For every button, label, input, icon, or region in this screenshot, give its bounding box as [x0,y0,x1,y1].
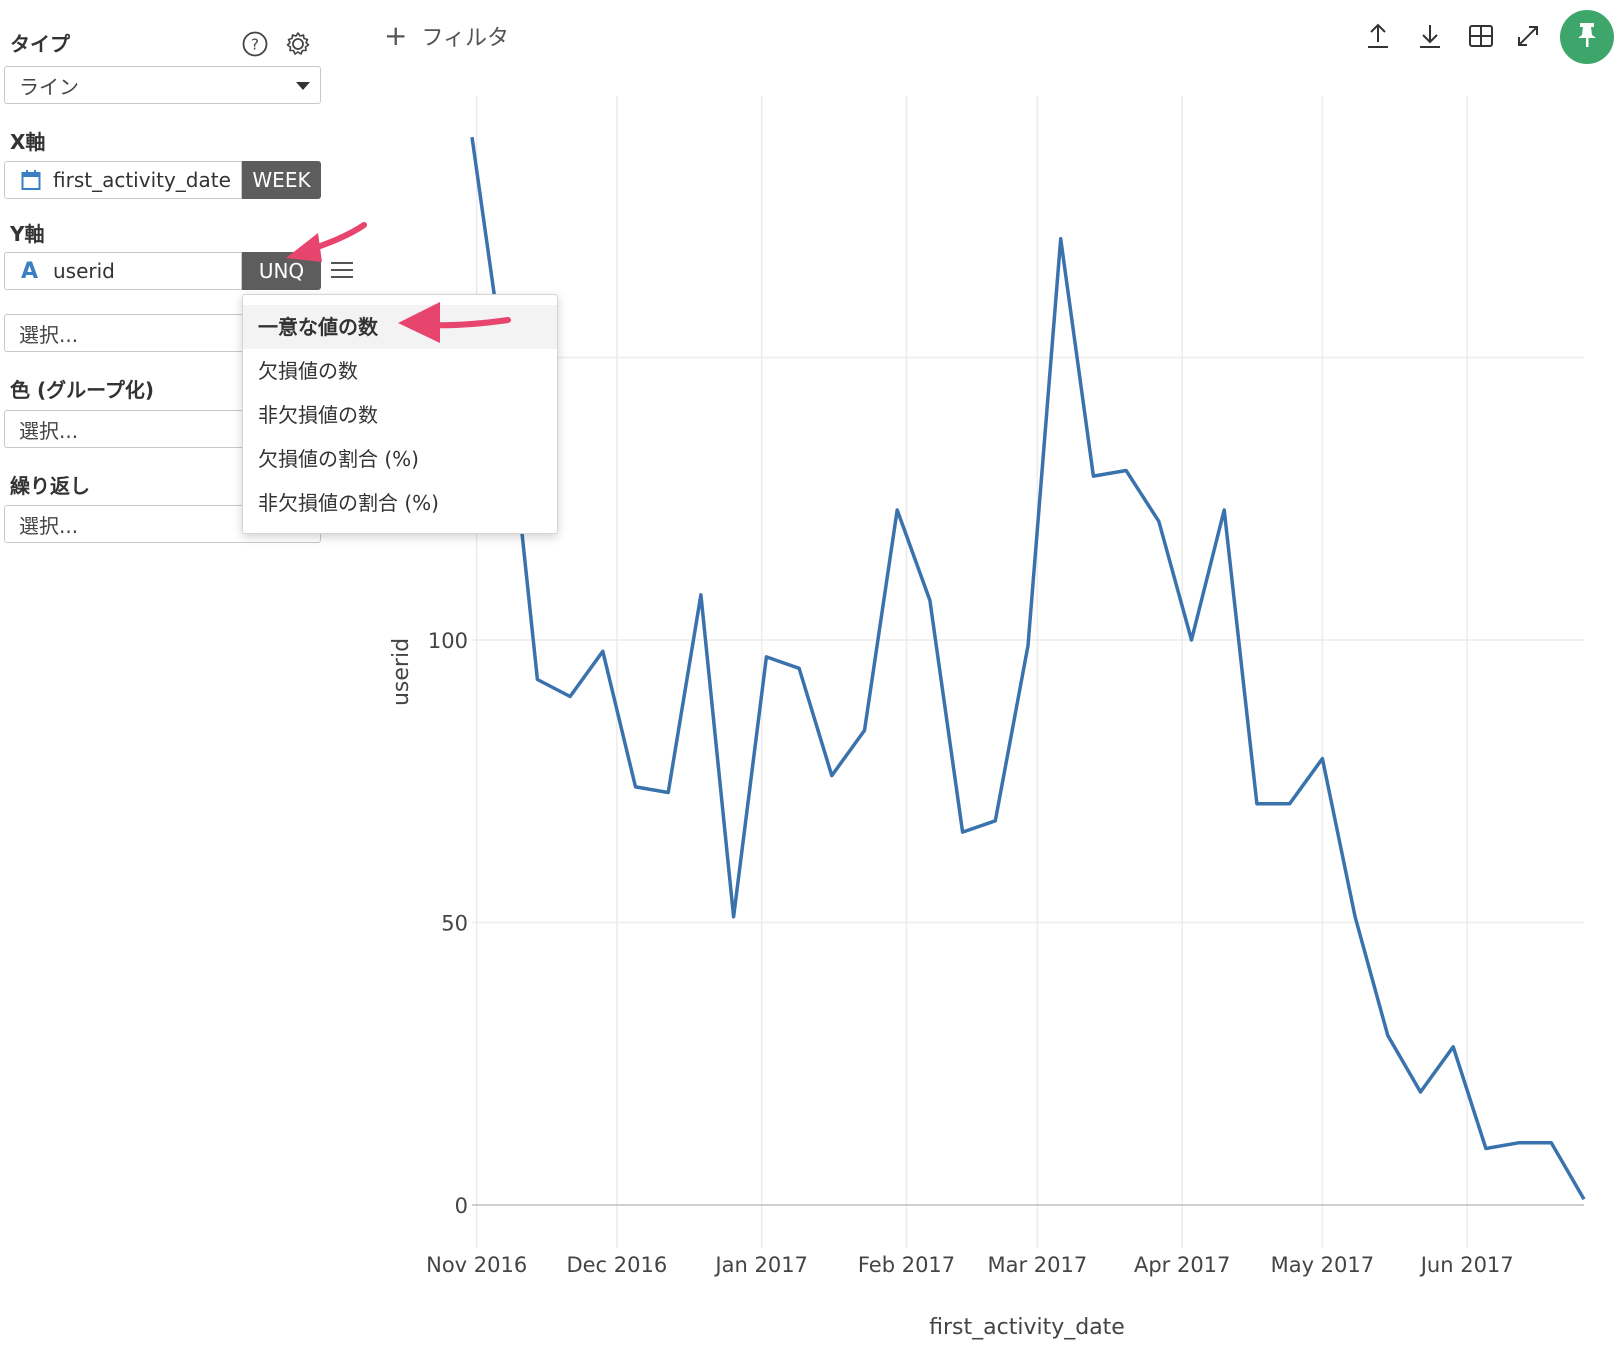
y-tick-label: 100 [428,629,468,653]
x-tick-label: Feb 2017 [858,1253,955,1277]
dropdown-item[interactable]: 欠損値の数 [258,359,358,383]
string-type-icon: A [21,258,39,284]
repeat-label: 繰り返し [10,474,90,498]
x-tick-label: Dec 2016 [566,1253,667,1277]
x-field-name: first_activity_date [53,168,231,192]
x-tick-label: Jun 2017 [1419,1253,1514,1277]
series-line [470,136,1586,1201]
y-axis-field[interactable]: A userid [4,252,242,290]
x-tick-label: Jan 2017 [713,1253,808,1277]
x-axis-title: first_activity_date [929,1315,1125,1340]
plus-icon: + [384,19,408,52]
chart-type-select[interactable]: ライン [4,66,321,104]
y-axis-title: userid [389,638,414,706]
aggregation-dropdown: 一意な値の数欠損値の数非欠損値の数欠損値の割合 (%) 非欠損値の割合 (%) [242,294,558,534]
expand-icon[interactable] [1512,20,1544,52]
x-tick-label: Apr 2017 [1134,1253,1230,1277]
color-label: 色 (グループ化) [10,378,155,402]
calendar-icon [21,169,41,191]
pin-button[interactable] [1560,10,1614,64]
x-tick-label: Nov 2016 [426,1253,527,1277]
y-field-name: userid [53,259,115,283]
add-filter-button[interactable]: + フィルタ [384,20,509,52]
dropdown-item[interactable]: 非欠損値の数 [258,403,378,427]
y-tick-label: 50 [441,912,468,936]
table-icon[interactable] [1465,20,1497,52]
y-agg-button[interactable]: UNQ [242,252,321,290]
upload-icon[interactable] [1362,20,1394,52]
y-tick-label: 0 [455,1194,468,1218]
dropdown-item[interactable]: 非欠損値の割合 (%) [258,491,439,515]
chevron-down-icon [296,82,310,90]
y2-placeholder: 選択... [19,322,79,347]
repeat-placeholder: 選択... [19,513,79,538]
menu-icon[interactable] [330,258,354,282]
x-tick-label: Mar 2017 [987,1253,1087,1277]
x-axis-field[interactable]: first_activity_date [4,161,242,199]
color-placeholder: 選択... [19,418,79,443]
help-icon[interactable]: ? [242,31,268,57]
settings-gear-icon[interactable] [284,30,312,58]
y-axis-label: Y軸 [10,222,45,246]
x-tick-label: May 2017 [1271,1253,1375,1277]
pin-icon [1575,21,1599,53]
x-agg-button[interactable]: WEEK [242,161,321,199]
svg-text:?: ? [251,36,259,54]
dropdown-item[interactable]: 一意な値の数 [243,305,557,349]
chart-type-value: ライン [19,74,79,99]
x-axis-label: X軸 [10,130,46,154]
download-icon[interactable] [1414,20,1446,52]
type-label: タイプ [10,32,70,56]
dropdown-item[interactable]: 欠損値の割合 (%) [258,447,419,471]
filter-label: フィルタ [421,26,510,51]
